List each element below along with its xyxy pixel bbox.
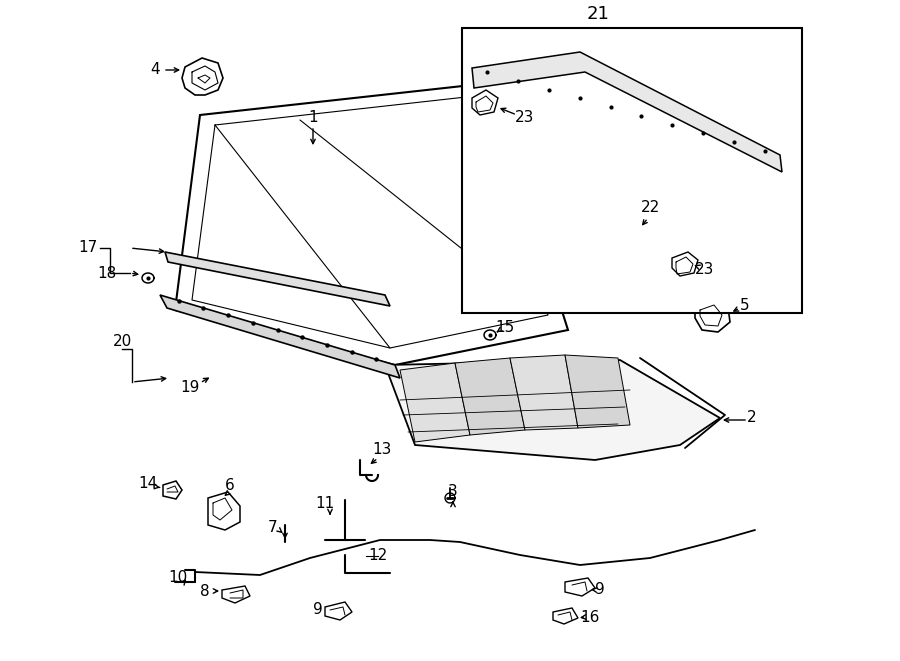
Polygon shape <box>553 608 578 624</box>
Text: 19: 19 <box>180 381 200 395</box>
Text: 14: 14 <box>139 477 158 492</box>
Polygon shape <box>565 578 595 596</box>
Text: 3: 3 <box>448 485 458 500</box>
Text: 13: 13 <box>373 442 392 457</box>
Text: 12: 12 <box>368 549 388 563</box>
Polygon shape <box>695 298 730 332</box>
Polygon shape <box>672 252 698 276</box>
Text: 5: 5 <box>740 297 750 313</box>
Text: 9: 9 <box>313 602 323 617</box>
Text: 16: 16 <box>580 611 599 625</box>
Polygon shape <box>565 355 630 428</box>
Text: 18: 18 <box>97 266 117 280</box>
Text: 21: 21 <box>587 5 609 23</box>
Text: 23: 23 <box>696 262 715 278</box>
Polygon shape <box>165 252 390 306</box>
Text: 10: 10 <box>168 570 187 584</box>
Text: 8: 8 <box>200 584 210 598</box>
Bar <box>462 28 802 313</box>
Text: 20: 20 <box>112 334 131 350</box>
Polygon shape <box>400 363 470 442</box>
Text: 6: 6 <box>225 477 235 492</box>
Polygon shape <box>160 295 400 378</box>
Polygon shape <box>175 83 568 365</box>
Text: 9: 9 <box>595 582 605 598</box>
Text: 4: 4 <box>150 63 160 77</box>
Text: 15: 15 <box>495 321 515 336</box>
Polygon shape <box>385 360 720 460</box>
Text: 1: 1 <box>308 110 318 126</box>
Polygon shape <box>163 481 182 499</box>
Text: 11: 11 <box>315 496 335 512</box>
Text: 7: 7 <box>268 520 278 535</box>
Polygon shape <box>455 358 525 435</box>
Polygon shape <box>510 355 578 430</box>
Text: 23: 23 <box>516 110 535 126</box>
Polygon shape <box>222 586 250 603</box>
Text: 2: 2 <box>747 410 757 426</box>
Polygon shape <box>182 58 223 95</box>
Polygon shape <box>472 90 498 115</box>
Text: 22: 22 <box>641 200 660 215</box>
Polygon shape <box>472 52 782 172</box>
Text: 17: 17 <box>78 241 97 256</box>
Polygon shape <box>325 602 352 620</box>
Polygon shape <box>208 492 240 530</box>
